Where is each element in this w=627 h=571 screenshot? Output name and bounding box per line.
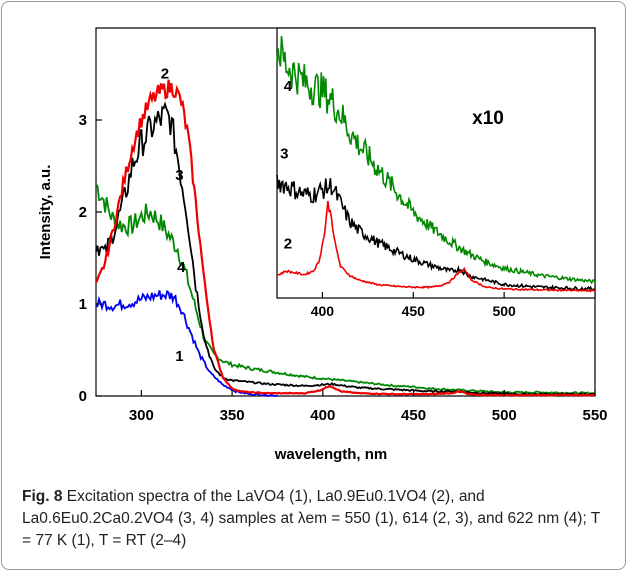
inset-plot-frame: [276, 27, 596, 299]
inset-series-labels: 2 3 4: [280, 78, 293, 253]
inset-x-tick-label: 400: [311, 303, 335, 319]
main-x-tick-label: 350: [220, 407, 245, 424]
main-series-lines: [94, 79, 596, 397]
inset-series-3-line: [276, 174, 596, 292]
main-x-tick-label: 450: [401, 407, 426, 424]
inset-annotation: x10: [472, 108, 504, 129]
caption-text: Excitation spectra of the LaVO4 (1), La0…: [22, 488, 600, 549]
inset-series-2-line: [276, 200, 596, 293]
figure-caption: Fig. 8 Excitation spectra of the LaVO4 (…: [22, 486, 612, 552]
y-axis-label: Intensity, a.u.: [37, 165, 54, 260]
inset-series-lines: [276, 35, 596, 293]
main-series-2-label: 2: [161, 66, 169, 83]
main-series-2-line: [94, 79, 596, 397]
main-x-tick-label: 500: [492, 407, 517, 424]
main-series-4-label: 4: [177, 259, 186, 276]
main-y-tick-label: 2: [79, 204, 87, 221]
main-y-ticks: 0 1 2 3: [79, 112, 102, 405]
inset-x-tick-label: 450: [402, 303, 426, 319]
main-x-ticks: 300 350 400 450 500 550: [129, 390, 608, 424]
main-x-tick-label: 400: [310, 407, 335, 424]
caption-label: Fig. 8: [22, 488, 63, 505]
inset-series-3-label: 3: [280, 146, 288, 163]
main-y-tick-label: 0: [79, 388, 87, 405]
main-y-tick-label: 3: [79, 112, 87, 129]
inset-plot: 400 450 500 2 3 4 x10: [276, 27, 596, 319]
main-x-tick-label: 300: [129, 407, 154, 424]
main-series-1-label: 1: [175, 348, 183, 365]
inset-x-ticks: 400 450 500: [311, 292, 516, 319]
main-x-tick-label: 550: [582, 407, 607, 424]
inset-series-2-label: 2: [284, 236, 292, 253]
x-axis-label: wavelength, nm: [274, 446, 388, 463]
inset-series-4-label: 4: [284, 78, 293, 95]
main-series-4-line: [95, 183, 596, 395]
main-y-tick-label: 1: [79, 296, 87, 313]
main-series-3-label: 3: [175, 167, 183, 184]
main-series-labels: 1 2 3 4: [161, 66, 186, 365]
main-series-1-line: [95, 289, 278, 397]
inset-series-4-line: [276, 35, 596, 285]
inset-x-tick-label: 500: [492, 303, 516, 319]
excitation-spectra-chart: 300 350 400 450 500 550 0 1 2 3 1 2 3 4 400 450 500 2…: [37, 27, 608, 463]
